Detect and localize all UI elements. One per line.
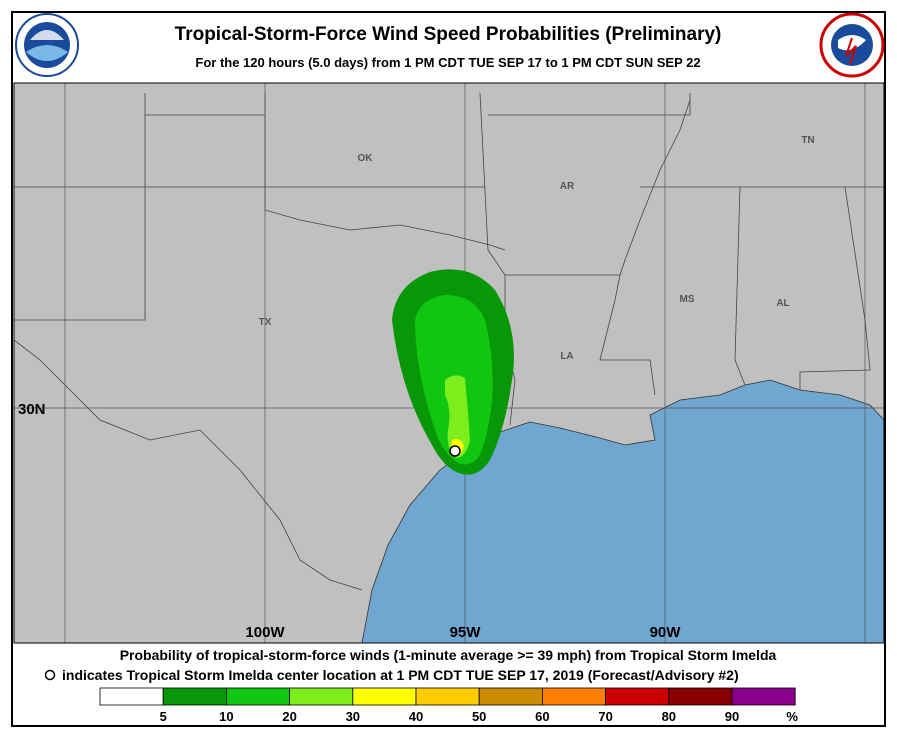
state-label: AR [560, 181, 575, 192]
legend-swatch [352, 687, 417, 706]
noaa-logo [15, 13, 79, 77]
legend-unit: % [786, 709, 798, 724]
legend-swatch [542, 687, 607, 706]
legend-tick: 40 [409, 709, 423, 724]
state-label: TX [259, 317, 272, 328]
state-label: MS [680, 294, 695, 305]
legend-swatch [605, 687, 670, 706]
map-border [13, 82, 885, 644]
legend-swatch [225, 687, 290, 706]
legend-swatch [668, 687, 733, 706]
state-label: LA [560, 351, 573, 362]
probability-contours [392, 269, 514, 475]
legend-swatch [289, 687, 354, 706]
legend-swatch [415, 687, 480, 706]
storm-icon [44, 669, 56, 681]
state-label: AL [776, 298, 789, 309]
lon-label: 90W [650, 624, 682, 641]
nws-logo [819, 12, 885, 78]
legend-swatch [99, 687, 164, 706]
legend-tick: 80 [662, 709, 676, 724]
legend-tick: 20 [282, 709, 296, 724]
legend-tick: 90 [725, 709, 739, 724]
legend-tick: 70 [598, 709, 612, 724]
footer-line1: Probability of tropical-storm-force wind… [120, 647, 777, 663]
lat-label: 30N [18, 401, 46, 418]
title: Tropical-Storm-Force Wind Speed Probabil… [175, 24, 722, 45]
legend-swatch [162, 687, 227, 706]
legend-swatch [478, 687, 543, 706]
state-label: OK [358, 153, 374, 164]
legend: 5 10 20 30 40 50 60 70 80 90% [99, 687, 798, 724]
legend-tick: 10 [219, 709, 233, 724]
lon-label: 95W [450, 624, 482, 641]
legend-tick: 50 [472, 709, 486, 724]
legend-swatch [731, 687, 796, 706]
state-label: TN [801, 135, 814, 146]
subtitle: For the 120 hours (5.0 days) from 1 PM C… [195, 55, 700, 70]
legend-tick: 30 [346, 709, 360, 724]
legend-tick: 5 [160, 709, 167, 724]
footer-line2: indicates Tropical Storm Imelda center l… [62, 667, 739, 683]
lon-label: 100W [245, 624, 285, 641]
map: OK AR TN TX LA MS AL 30N 100W 95W 90W [13, 82, 885, 644]
contour-20 [445, 375, 470, 458]
storm-center [449, 445, 461, 457]
legend-tick: 60 [535, 709, 549, 724]
